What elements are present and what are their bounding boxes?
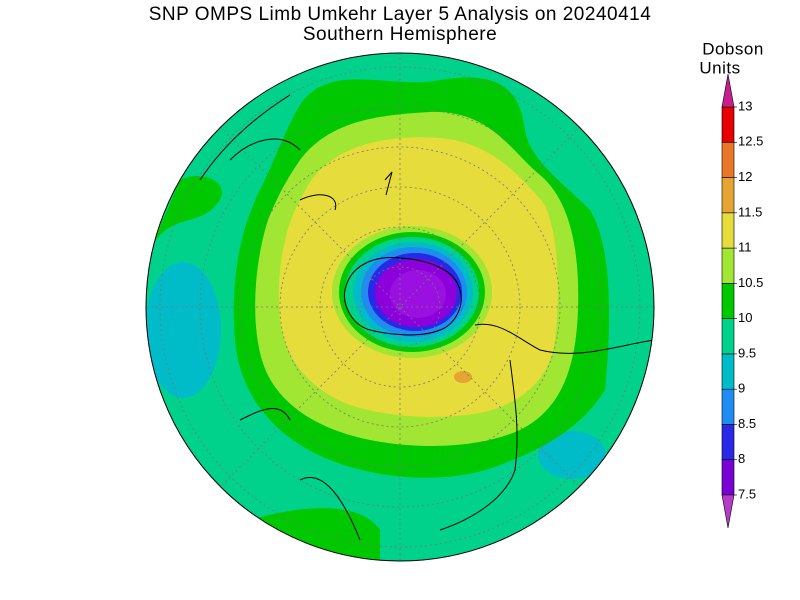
- colorbar: Dobson Units 7.5 8 8.5 9 9.5 10 10.5 11 11.5 12 12…: [699, 39, 764, 529]
- colorbar-tick-label: 12: [738, 169, 752, 184]
- colorbar-label: Units: [699, 58, 740, 77]
- colorbar-tick-label: 10: [738, 310, 752, 325]
- colorbar-segment: [721, 247, 735, 284]
- colorbar-segment: [721, 459, 735, 496]
- colorbar-segment: [721, 106, 735, 143]
- map-subtitle: Southern Hemisphere: [303, 24, 497, 45]
- map-border: [145, 52, 655, 562]
- colorbar-segment: [721, 353, 735, 390]
- colorbar-tick-label: 9: [738, 381, 745, 396]
- colorbar-under: [721, 494, 735, 529]
- colorbar-tick-label: 11: [738, 240, 752, 255]
- colorbar-segment: [721, 318, 735, 355]
- colorbar-tick-label: 8.5: [738, 416, 756, 431]
- colorbar-segment: [721, 177, 735, 214]
- ozone-map: [146, 53, 654, 561]
- colorbar-tick-label: 12.5: [738, 134, 763, 149]
- colorbar-segment: [721, 424, 735, 461]
- colorbar-segment: [721, 388, 735, 425]
- colorbar-segment: [721, 212, 735, 249]
- colorbar-tick-label: 11.5: [738, 204, 762, 219]
- colorbar-tick-label: 8: [738, 451, 745, 466]
- colorbar-segment: [721, 283, 735, 319]
- colorbar-tick-label: 9.5: [738, 345, 756, 360]
- colorbar-segment: [721, 141, 735, 178]
- colorbar-tick-label: 13: [738, 98, 752, 113]
- colorbar-tick-label: 10.5: [738, 275, 763, 290]
- colorbar-label: Dobson: [702, 39, 764, 58]
- colorbar-tick-label: 7.5: [738, 486, 756, 501]
- colorbar-over: [721, 73, 735, 108]
- map-title: SNP OMPS Limb Umkehr Layer 5 Analysis on…: [149, 4, 652, 25]
